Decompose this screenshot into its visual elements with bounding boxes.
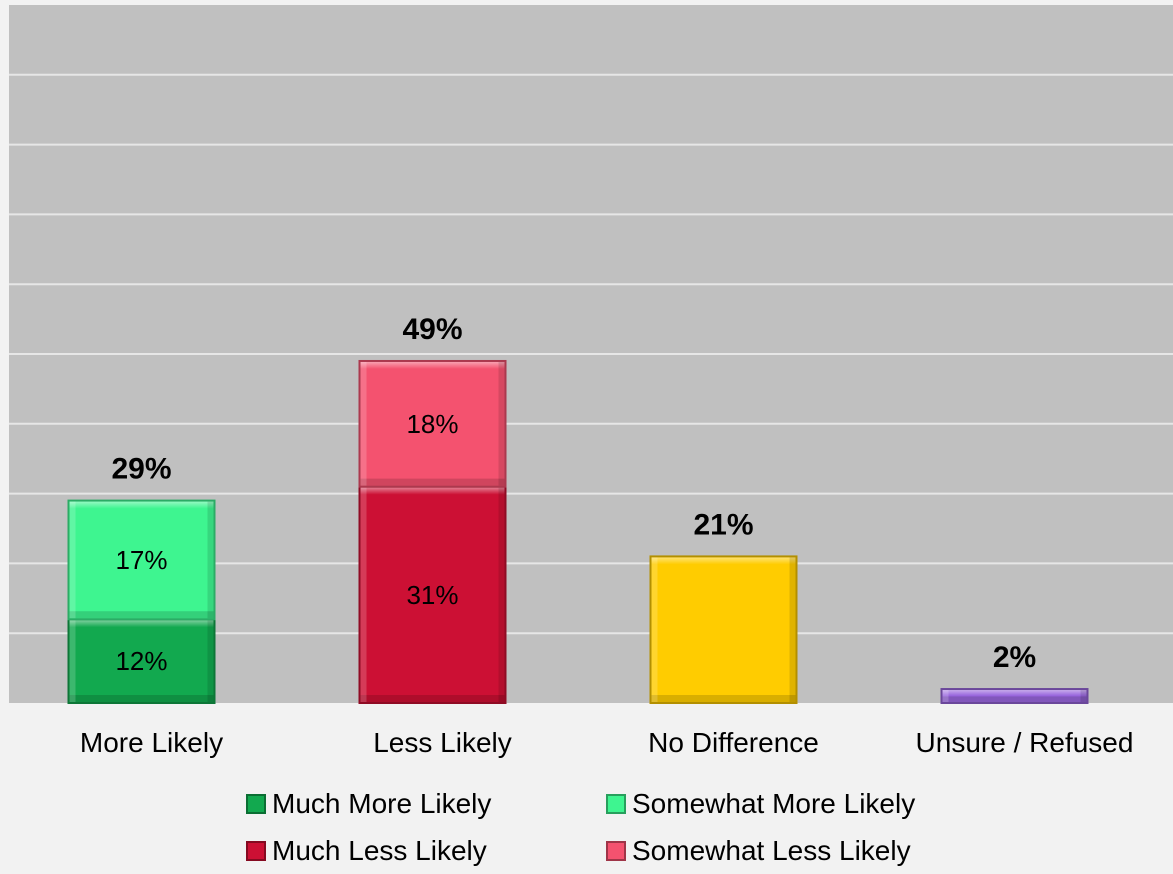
bar-bevel: [360, 478, 505, 486]
bar-bevel: [207, 501, 214, 619]
bar-bevel: [942, 696, 1087, 702]
bar-bevel: [651, 557, 796, 565]
bar-segment: [67, 618, 216, 704]
bar-bevel: [498, 487, 505, 702]
legend-label: Much Less Likely: [272, 835, 487, 866]
legend-swatch: [246, 841, 266, 861]
legend-label: Somewhat More Likely: [632, 788, 916, 819]
bar-bevel: [360, 361, 505, 369]
bar-bevel: [360, 695, 505, 702]
legend-label: Somewhat Less Likely: [632, 835, 911, 866]
total-label: 49%: [402, 313, 462, 346]
legend-item-somewhat-more-likely: Somewhat More Likely: [606, 788, 915, 820]
labels: 12% 17% 29% More Likely 31% 18% 49% Less Likely…: [80, 313, 1134, 758]
total-label: 2%: [993, 641, 1036, 674]
bar-bevel: [360, 361, 367, 486]
bar-bevel: [69, 501, 214, 509]
bar-bevel: [69, 620, 76, 702]
legend-item-much-more-likely: Much More Likely: [246, 788, 491, 820]
legend-item-much-less-likely: Much Less Likely: [246, 835, 487, 867]
bar-bevel: [942, 690, 1087, 696]
bar-segment: [649, 555, 798, 704]
bar-segment: [358, 359, 507, 488]
category-label: Less Likely: [373, 727, 512, 758]
bar-bevel: [1080, 690, 1087, 702]
data-label: 17%: [115, 545, 167, 575]
legend-swatch: [606, 794, 626, 814]
category-label: No Difference: [648, 727, 819, 758]
bar-bevel: [69, 501, 76, 619]
data-label: 31%: [406, 580, 458, 610]
chart-svg: 12% 17% 29% More Likely 31% 18% 49% Less Likely…: [9, 5, 1173, 758]
total-label: 29%: [111, 453, 171, 486]
legend: Much More Likely Somewhat More Likely Mu…: [0, 775, 1173, 870]
bar-bevel: [789, 557, 796, 702]
bar-segment: [67, 499, 216, 621]
category-label: Unsure / Refused: [916, 727, 1134, 758]
legend-label: Much More Likely: [272, 788, 492, 819]
data-label: 12%: [115, 646, 167, 676]
total-label: 21%: [693, 508, 753, 541]
bar-bevel: [69, 695, 214, 702]
bar-bevel: [498, 361, 505, 486]
bar-bevel: [651, 557, 658, 702]
bar-bevel: [69, 620, 214, 628]
legend-item-somewhat-less-likely: Somewhat Less Likely: [606, 835, 911, 867]
data-label: 18%: [406, 409, 458, 439]
bar-bevel: [207, 620, 214, 702]
bar-bevel: [651, 695, 796, 702]
category-label: More Likely: [80, 727, 223, 758]
legend-swatch: [606, 841, 626, 861]
legend-swatch: [246, 794, 266, 814]
bar-segment: [358, 485, 507, 704]
bars: [67, 359, 1089, 704]
bar-bevel: [360, 487, 505, 495]
bar-bevel: [942, 690, 949, 702]
bar-bevel: [69, 611, 214, 619]
bar-bevel: [360, 487, 367, 702]
